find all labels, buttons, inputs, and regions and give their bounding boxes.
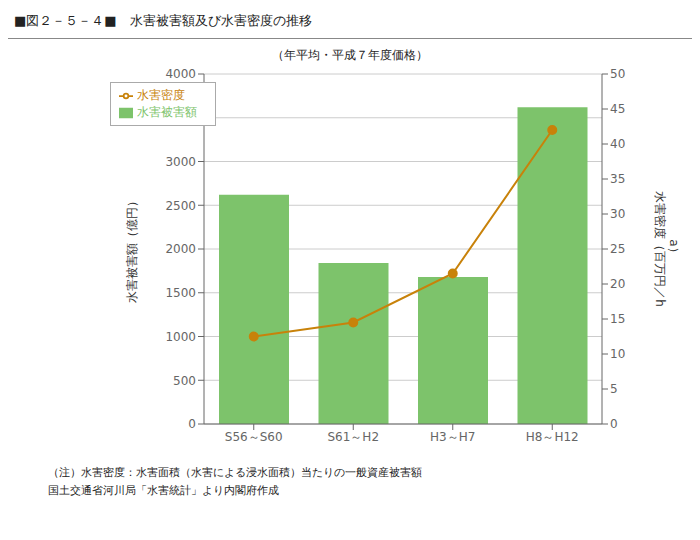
svg-text:40: 40 — [610, 137, 625, 151]
svg-text:S61～H2: S61～H2 — [327, 430, 379, 444]
svg-text:水害密度（百万円／ha）: 水害密度（百万円／ha） — [653, 191, 681, 307]
svg-text:15: 15 — [610, 312, 625, 326]
svg-text:2500: 2500 — [165, 199, 196, 213]
svg-text:0: 0 — [610, 417, 618, 431]
svg-text:1000: 1000 — [165, 330, 196, 344]
svg-text:3000: 3000 — [165, 155, 196, 169]
svg-text:H3～H7: H3～H7 — [430, 430, 475, 444]
svg-text:0: 0 — [188, 417, 196, 431]
svg-text:50: 50 — [610, 67, 625, 81]
svg-text:3500: 3500 — [165, 111, 196, 125]
svg-text:5: 5 — [610, 382, 618, 396]
svg-text:H8～H12: H8～H12 — [526, 430, 579, 444]
svg-text:500: 500 — [173, 374, 196, 388]
svg-text:45: 45 — [610, 102, 625, 116]
svg-text:25: 25 — [610, 242, 625, 256]
svg-text:2000: 2000 — [165, 242, 196, 256]
svg-text:35: 35 — [610, 172, 625, 186]
svg-text:30: 30 — [610, 207, 625, 221]
svg-text:4000: 4000 — [165, 67, 196, 81]
svg-text:水害被害額（億円）: 水害被害額（億円） — [125, 195, 139, 303]
svg-text:20: 20 — [610, 277, 625, 291]
svg-text:S56～S60: S56～S60 — [225, 430, 283, 444]
svg-text:10: 10 — [610, 347, 625, 361]
svg-text:1500: 1500 — [165, 286, 196, 300]
